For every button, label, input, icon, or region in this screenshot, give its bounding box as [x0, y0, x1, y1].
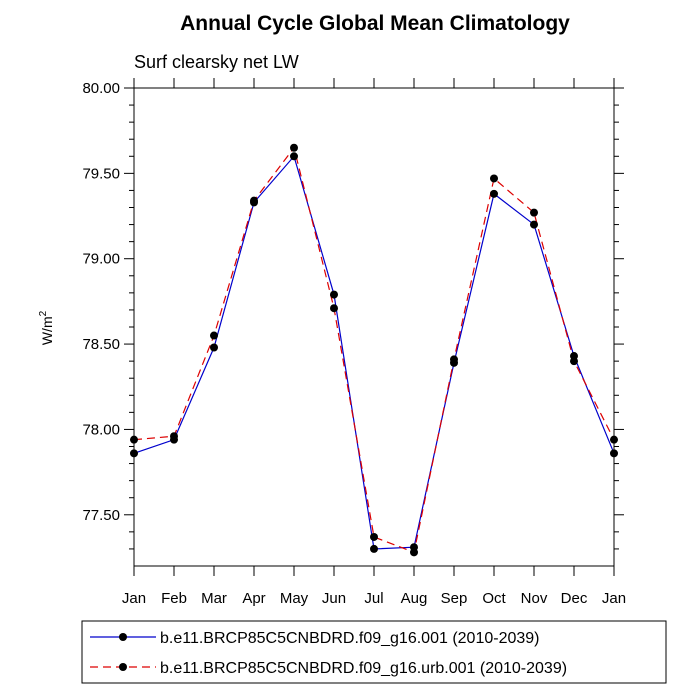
data-point-series-1 [210, 343, 218, 352]
data-point-series-1 [330, 290, 338, 299]
data-point-series-2 [610, 435, 618, 444]
series-line-1 [133, 155, 615, 550]
x-tick-label: Nov [521, 590, 548, 607]
legend-box [81, 620, 667, 684]
data-point-series-1 [610, 449, 618, 458]
x-tick-label: Jul [364, 590, 383, 607]
data-point-series-2 [170, 432, 178, 441]
data-point-series-2 [410, 548, 418, 557]
plot-area: 77.50 78.00 78.50 79.00 79.50 80.00 Jan Feb Mar A… [82, 78, 626, 607]
chart-subtitle: Surf clearsky net LW [134, 52, 299, 72]
data-point-series-2 [250, 196, 258, 205]
data-point-series-1 [530, 220, 538, 229]
series-line-2 [133, 146, 615, 554]
data-point-series-2 [490, 174, 498, 183]
y-tick-label: 80.00 [82, 80, 120, 97]
data-point-series-2 [370, 532, 378, 541]
data-point-series-2 [570, 357, 578, 366]
data-point-series-1 [370, 544, 378, 553]
chart-title: Annual Cycle Global Mean Climatology [180, 12, 570, 35]
data-point-series-2 [450, 355, 458, 364]
x-tick-label: Jan [602, 590, 626, 607]
data-point-series-1 [290, 152, 298, 161]
x-tick-label: Oct [482, 590, 506, 607]
data-point-series-2 [530, 208, 538, 217]
data-point-series-2 [290, 143, 298, 152]
x-tick-label: Mar [201, 590, 227, 607]
data-point-series-2 [210, 331, 218, 340]
data-point-series-2 [330, 304, 338, 313]
y-axis-label: W/m2 [38, 310, 55, 345]
x-tick-label: Aug [401, 590, 428, 607]
x-tick-label: Jan [122, 590, 146, 607]
y-tick-label: 79.00 [82, 251, 120, 268]
x-tick-label: Jun [322, 590, 346, 607]
legend-label-series-1: b.e11.BRCP85C5CNBDRD.f09_g16.001 (2010-2… [160, 630, 539, 647]
x-tick-label: Apr [242, 590, 265, 607]
legend: b.e11.BRCP85C5CNBDRD.f09_g16.001 (2010-2… [81, 620, 667, 684]
x-tick-label: May [280, 590, 309, 607]
data-point-series-1 [130, 449, 138, 458]
x-tick-label: Dec [561, 590, 588, 607]
data-point-series-2 [130, 435, 138, 444]
legend-marker-series-1 [119, 633, 127, 641]
plot-frame [133, 87, 615, 567]
legend-marker-series-2 [119, 663, 127, 671]
legend-label-series-2: b.e11.BRCP85C5CNBDRD.f09_g16.urb.001 (20… [160, 660, 567, 677]
y-tick-label: 77.50 [82, 507, 120, 524]
y-tick-label: 78.00 [82, 421, 120, 438]
x-tick-label: Sep [441, 590, 468, 607]
y-tick-label: 79.50 [82, 165, 120, 182]
x-tick-label: Feb [161, 590, 187, 607]
y-tick-label: 78.50 [82, 336, 120, 353]
data-point-series-1 [490, 189, 498, 198]
